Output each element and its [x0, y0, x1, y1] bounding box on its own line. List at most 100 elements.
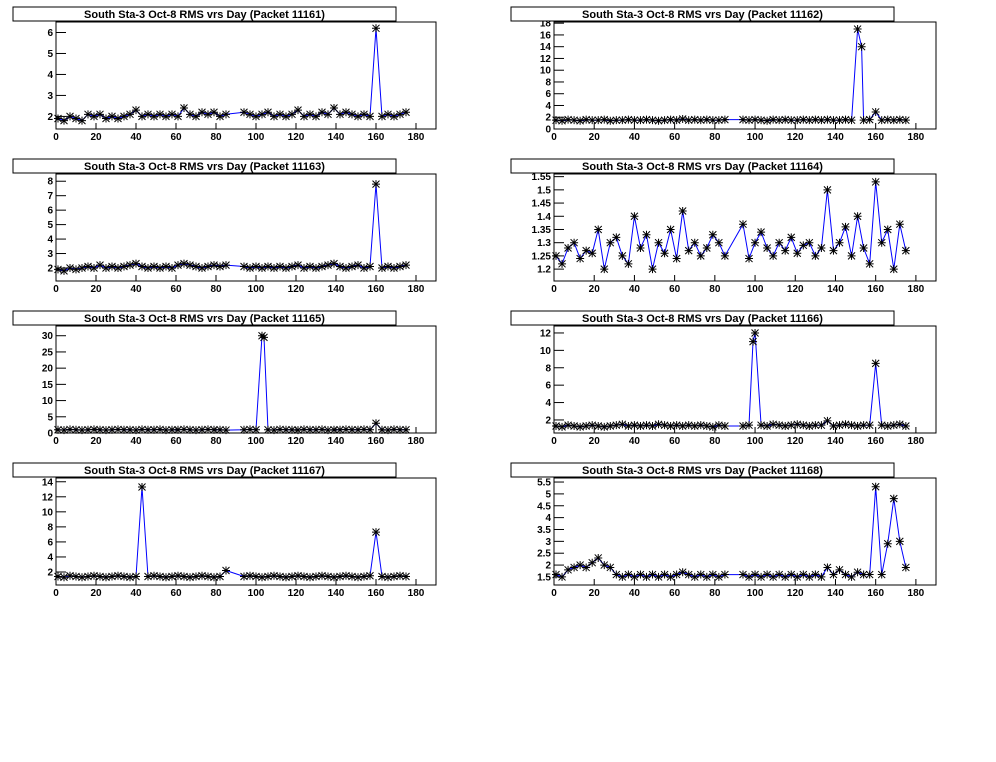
x-tick-label: 60: [669, 436, 681, 447]
data-point: [102, 573, 110, 582]
data-point: [240, 262, 248, 271]
data-point: [690, 572, 699, 581]
data-point: [865, 259, 874, 268]
data-point: [192, 262, 200, 271]
data-point: [180, 425, 188, 434]
data-point: [342, 425, 350, 434]
data-point: [252, 262, 260, 271]
data-point: [384, 262, 392, 271]
data-point: [696, 421, 705, 430]
data-point: [60, 426, 68, 435]
data-point: [198, 571, 206, 580]
data-point: [612, 570, 621, 579]
data-point: [270, 426, 278, 435]
data-point: [180, 572, 188, 581]
data-point: [168, 263, 176, 272]
x-tick-label: 180: [408, 436, 425, 447]
data-point: [252, 572, 260, 581]
data-point: [132, 426, 140, 435]
data-point: [751, 328, 760, 337]
data-point: [366, 571, 374, 580]
data-point: [378, 263, 386, 272]
x-tick-label: 20: [589, 284, 601, 295]
data-point: [738, 570, 747, 579]
plot-panel: 0 20 40 60 80 100 120 140 160 180 0 5 10 15 20 25 30 Sout…: [12, 310, 437, 447]
chart-title: South Sta-3 Oct-8 RMS vrs Day (Packet 11…: [582, 161, 823, 173]
x-tick-label: 120: [787, 436, 804, 447]
data-point: [642, 572, 651, 581]
y-tick-label: 2: [545, 113, 551, 124]
y-tick-label: 14: [42, 477, 54, 488]
data-point: [150, 112, 158, 121]
data-point: [336, 110, 344, 119]
y-tick-label: 2: [545, 561, 551, 572]
x-tick-label: 80: [210, 588, 222, 599]
data-point: [859, 570, 868, 579]
data-point: [174, 571, 182, 580]
y-tick-label: 4: [545, 398, 551, 409]
title-box: [510, 462, 895, 478]
data-point: [288, 572, 296, 581]
data-point: [678, 568, 687, 577]
title-box: [510, 158, 895, 174]
data-point: [751, 570, 760, 579]
data-point: [636, 116, 645, 125]
data-point: [588, 249, 597, 258]
data-point: [588, 421, 597, 430]
data-point: [558, 572, 567, 581]
data-point: [847, 251, 856, 260]
data-point: [690, 238, 699, 247]
data-point: [666, 225, 675, 234]
data-point: [847, 572, 856, 581]
data-point: [654, 572, 663, 581]
data-point: [318, 262, 326, 271]
data-point: [775, 116, 784, 125]
y-tick-label: 15: [42, 380, 54, 391]
data-point: [204, 110, 212, 119]
data-point: [288, 425, 296, 434]
data-point: [684, 570, 693, 579]
data-point: [354, 112, 362, 121]
data-point: [829, 246, 838, 255]
data-point: [841, 420, 850, 429]
data-point: [708, 570, 717, 579]
data-point: [738, 422, 747, 431]
data-point: [390, 263, 398, 272]
x-tick-label: 140: [827, 436, 844, 447]
data-point: [799, 421, 808, 430]
plot-panel: 0 20 40 60 80 100 120 140 160 180 2 3 4 5 6 7 8 South Sta…: [12, 158, 437, 295]
data-point: [889, 494, 898, 503]
data-point: [282, 263, 290, 272]
data-point: [282, 573, 290, 582]
data-point: [198, 425, 206, 434]
data-point: [811, 115, 820, 124]
data-point: [198, 263, 206, 272]
data-point: [66, 263, 74, 272]
data-point: [150, 425, 158, 434]
data-point: [666, 422, 675, 431]
x-tick-label: 180: [908, 284, 925, 295]
data-point: [312, 263, 320, 272]
data-point: [817, 116, 826, 125]
x-tick-label: 40: [629, 436, 641, 447]
x-tick-label: 120: [787, 588, 804, 599]
data-point: [180, 104, 188, 113]
y-tick-label: 5: [545, 489, 551, 500]
data-point: [769, 115, 778, 124]
y-tick-label: 3.5: [537, 525, 551, 536]
data-point: [342, 571, 350, 580]
plot-panel: 0 20 40 60 80 100 120 140 160 180 1.2 1.25 1.3 1.35 1.…: [510, 158, 937, 295]
data-point: [564, 115, 573, 124]
x-tick-label: 80: [709, 132, 721, 143]
data-point: [648, 265, 657, 274]
y-tick-label: 6: [545, 381, 551, 392]
x-tick-label: 60: [170, 436, 182, 447]
data-point: [336, 262, 344, 271]
data-point: [90, 112, 98, 121]
x-tick-label: 100: [747, 132, 764, 143]
data-point: [150, 571, 158, 580]
data-point: [402, 425, 410, 434]
data-point: [240, 425, 248, 434]
chart-title: South Sta-3 Oct-8 RMS vrs Day (Packet 11…: [582, 313, 823, 325]
y-tick-label: 7: [47, 191, 53, 202]
